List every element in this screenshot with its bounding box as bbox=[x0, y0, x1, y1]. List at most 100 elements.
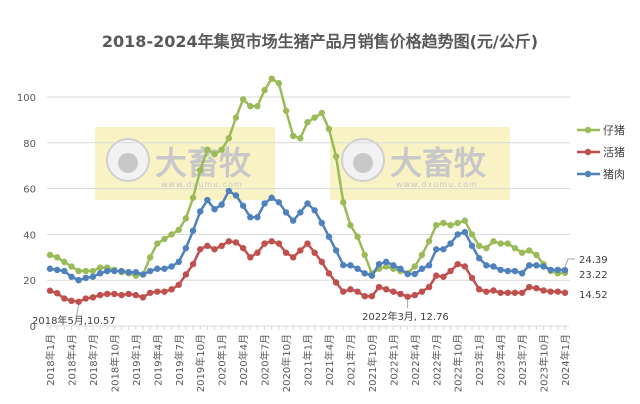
legend-label: 猪肉 bbox=[603, 168, 625, 181]
data-point bbox=[368, 272, 376, 279]
data-point bbox=[204, 146, 211, 153]
data-point bbox=[247, 214, 254, 221]
data-point bbox=[332, 247, 340, 254]
data-point bbox=[354, 288, 361, 295]
end-value-label: 14.52 bbox=[579, 290, 608, 301]
data-point bbox=[511, 244, 519, 252]
data-point bbox=[533, 262, 540, 269]
data-point bbox=[433, 272, 440, 279]
data-point bbox=[340, 261, 347, 269]
data-point bbox=[561, 289, 569, 296]
data-point bbox=[454, 260, 461, 268]
data-point bbox=[118, 267, 125, 275]
data-point bbox=[139, 271, 147, 278]
data-point bbox=[518, 270, 526, 277]
data-point bbox=[433, 246, 440, 253]
data-point bbox=[475, 255, 483, 262]
x-tick-label: 2018年1月 bbox=[44, 334, 57, 386]
watermark-url: www.dxumu.com bbox=[161, 180, 243, 189]
legend-marker bbox=[584, 126, 592, 134]
data-point bbox=[440, 246, 447, 253]
data-point bbox=[175, 281, 182, 288]
data-point bbox=[104, 267, 111, 275]
x-tick-label: 2023年7月 bbox=[516, 334, 529, 386]
data-point bbox=[418, 288, 426, 295]
data-point bbox=[354, 265, 361, 272]
data-point bbox=[440, 273, 447, 280]
data-point bbox=[275, 80, 283, 87]
data-point bbox=[375, 260, 383, 268]
data-point bbox=[454, 231, 461, 238]
data-point bbox=[504, 240, 511, 247]
data-point bbox=[68, 263, 75, 270]
data-point bbox=[297, 135, 304, 142]
data-point bbox=[461, 217, 469, 224]
data-point bbox=[254, 249, 261, 256]
data-point bbox=[504, 267, 511, 275]
data-point bbox=[504, 289, 511, 296]
data-point bbox=[75, 267, 82, 275]
data-point bbox=[118, 291, 125, 299]
data-point bbox=[397, 265, 404, 272]
data-point bbox=[89, 273, 97, 280]
watermark-url: www.dxumu.com bbox=[396, 180, 478, 189]
data-point bbox=[354, 233, 361, 240]
data-point bbox=[433, 222, 440, 229]
data-point bbox=[53, 266, 61, 274]
data-point bbox=[111, 267, 118, 275]
data-point bbox=[132, 268, 140, 276]
x-tick-label: 2021年10月 bbox=[366, 334, 379, 392]
y-tick-label: 20 bbox=[23, 276, 36, 287]
data-point bbox=[75, 277, 82, 284]
data-point bbox=[275, 199, 283, 206]
data-point bbox=[483, 262, 490, 269]
data-point bbox=[146, 289, 154, 296]
data-point bbox=[483, 244, 490, 252]
annotation-label: 2018年5月,10.57 bbox=[32, 314, 116, 327]
data-point bbox=[146, 254, 154, 261]
data-point bbox=[96, 291, 104, 299]
data-point bbox=[261, 240, 268, 247]
data-point bbox=[411, 263, 418, 270]
data-point bbox=[411, 270, 418, 278]
data-point bbox=[382, 263, 390, 270]
x-tick-label: 2023年1月 bbox=[473, 334, 486, 386]
data-point bbox=[218, 201, 225, 208]
data-point bbox=[411, 291, 418, 299]
data-point bbox=[397, 290, 404, 298]
data-point bbox=[304, 118, 311, 126]
x-tick-label: 2020年10月 bbox=[280, 334, 293, 392]
data-point bbox=[368, 293, 376, 300]
x-tick-label: 2018年10月 bbox=[108, 334, 121, 392]
data-point bbox=[82, 295, 89, 302]
data-point bbox=[154, 288, 161, 295]
data-point bbox=[347, 262, 354, 269]
x-tick-label: 2022年10月 bbox=[452, 334, 465, 392]
data-point bbox=[61, 295, 68, 302]
data-point bbox=[289, 254, 297, 261]
data-point bbox=[204, 196, 211, 204]
y-tick-label: 60 bbox=[23, 185, 36, 196]
data-point bbox=[161, 288, 168, 295]
data-point bbox=[154, 265, 161, 272]
data-point bbox=[289, 132, 297, 140]
data-point bbox=[447, 240, 454, 247]
data-point bbox=[53, 290, 61, 297]
data-point bbox=[132, 291, 140, 299]
data-point bbox=[175, 226, 182, 234]
data-point bbox=[461, 228, 469, 236]
data-point bbox=[475, 242, 483, 250]
data-point bbox=[261, 200, 268, 207]
data-point bbox=[340, 288, 347, 295]
data-point bbox=[218, 146, 225, 153]
annotation-label: 2022年3月, 12.76 bbox=[362, 310, 449, 323]
data-point bbox=[96, 264, 104, 271]
data-point bbox=[361, 251, 368, 259]
data-point bbox=[161, 265, 168, 272]
legend-marker bbox=[584, 148, 592, 156]
data-point bbox=[111, 290, 118, 298]
data-point bbox=[468, 274, 476, 282]
data-point bbox=[297, 209, 304, 216]
data-point bbox=[53, 254, 61, 261]
